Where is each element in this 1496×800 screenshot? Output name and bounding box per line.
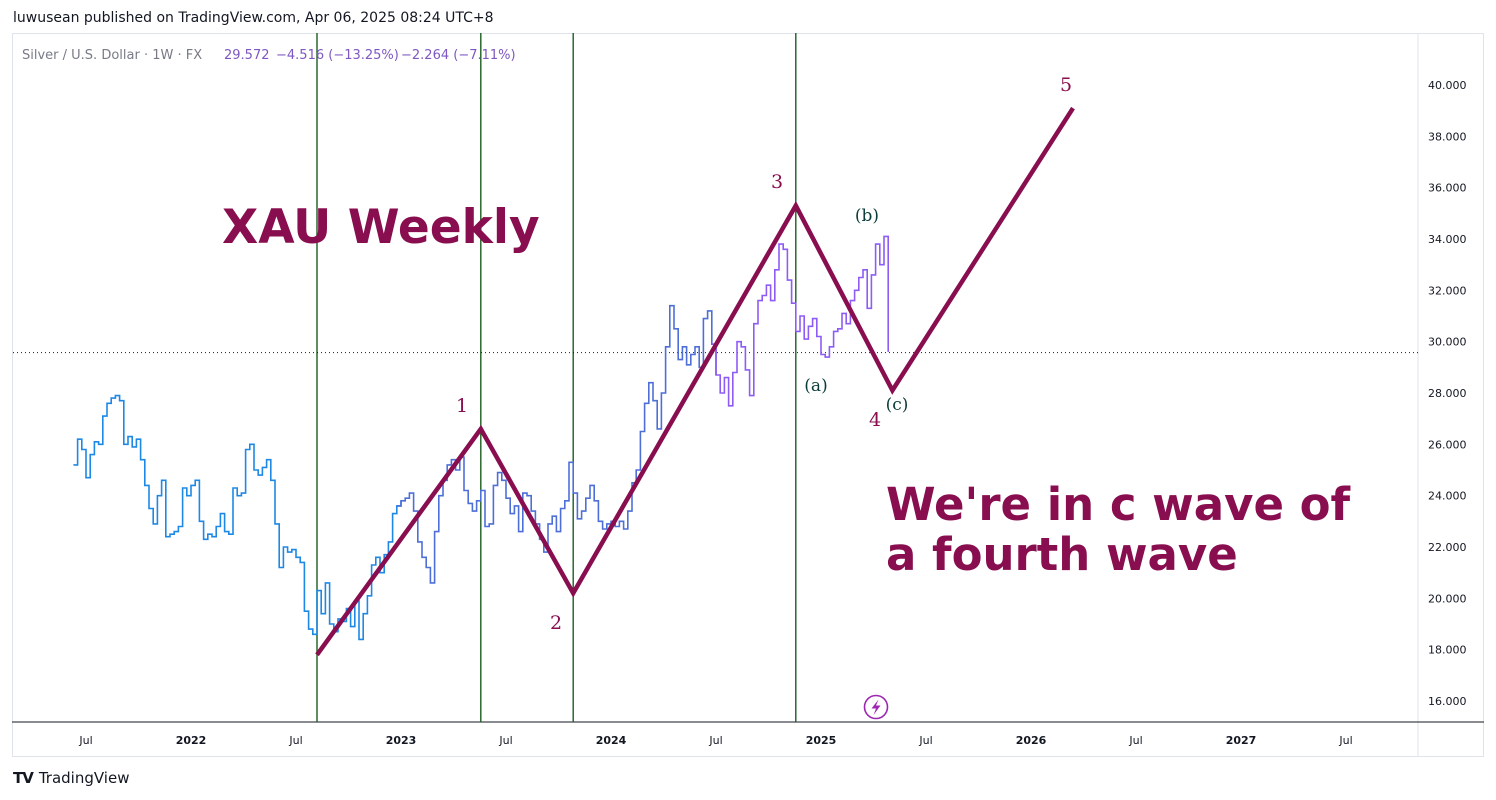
chart-frame — [12, 33, 1484, 757]
x-tick-label: Jul — [78, 734, 92, 747]
wave-label-3[interactable]: 3 — [771, 171, 783, 193]
price-series-segment — [396, 304, 717, 584]
x-tick-label: Jul — [1128, 734, 1142, 747]
subwave-label-b[interactable]: (b) — [855, 206, 879, 226]
y-tick-label: 30.000 — [1428, 336, 1467, 349]
x-tick-label: 2027 — [1226, 734, 1257, 747]
tradingview-logo-icon: TV — [13, 769, 34, 787]
x-tick-label: Jul — [918, 734, 932, 747]
time-axis[interactable]: Jul 2022 Jul 2023 Jul 2024 Jul 2025 Jul 2026 Jul 20… — [78, 734, 1352, 747]
y-tick-label: 40.000 — [1428, 79, 1467, 92]
x-tick-label: Jul — [498, 734, 512, 747]
x-tick-label: 2026 — [1016, 734, 1047, 747]
elliott-wave-line[interactable] — [315, 106, 1075, 657]
chart-title-annotation[interactable]: XAU Weekly — [222, 200, 540, 255]
x-tick-label: Jul — [1338, 734, 1352, 747]
published-line: luwusean published on TradingView.com, A… — [13, 10, 494, 26]
x-tick-label: 2024 — [596, 734, 627, 747]
note-line-2[interactable]: a fourth wave — [886, 528, 1238, 581]
wave-label-1[interactable]: 1 — [456, 395, 468, 417]
subwave-label-c[interactable]: (c) — [886, 395, 909, 415]
lightning-icon[interactable] — [863, 694, 889, 720]
y-tick-label: 24.000 — [1428, 490, 1467, 503]
price-axis[interactable]: 16.000 18.000 20.000 22.000 24.000 26.000 28.0… — [1428, 79, 1467, 708]
y-tick-label: 20.000 — [1428, 592, 1467, 605]
y-tick-label: 26.000 — [1428, 438, 1467, 451]
price-series[interactable] — [73, 235, 889, 641]
y-tick-label: 28.000 — [1428, 387, 1467, 400]
y-tick-label: 22.000 — [1428, 541, 1467, 554]
y-tick-label: 36.000 — [1428, 182, 1467, 195]
y-tick-label: 32.000 — [1428, 284, 1467, 297]
x-tick-label: Jul — [288, 734, 302, 747]
wave-label-4[interactable]: 4 — [869, 409, 881, 431]
wave-label-5[interactable]: 5 — [1060, 74, 1072, 96]
legend-change: −4.516 (−13.25%) — [276, 48, 399, 63]
x-tick-label: 2025 — [806, 734, 837, 747]
tradingview-brand[interactable]: TV TradingView — [13, 769, 129, 787]
x-tick-label: Jul — [708, 734, 722, 747]
price-series-segment — [73, 394, 402, 641]
note-line-1[interactable]: We're in c wave of — [886, 478, 1351, 531]
x-tick-label: 2023 — [386, 734, 417, 747]
price-series-segment — [711, 235, 889, 407]
subwave-label-a[interactable]: (a) — [804, 376, 827, 396]
brand-name: TradingView — [38, 769, 130, 787]
x-tick-label: 2022 — [176, 734, 207, 747]
y-tick-label: 38.000 — [1428, 130, 1467, 143]
y-tick-label: 18.000 — [1428, 644, 1467, 657]
y-tick-label: 34.000 — [1428, 233, 1467, 246]
legend-symbol: Silver / U.S. Dollar · 1W · FX — [22, 48, 202, 63]
legend-last: 29.572 — [224, 48, 270, 63]
legend-change2: −2.264 (−7.11%) — [401, 48, 516, 63]
y-tick-label: 16.000 — [1428, 695, 1467, 708]
wave-label-2[interactable]: 2 — [550, 612, 562, 634]
